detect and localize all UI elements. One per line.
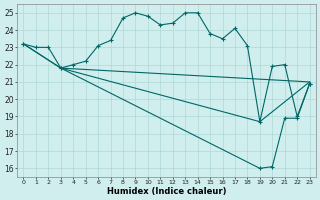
X-axis label: Humidex (Indice chaleur): Humidex (Indice chaleur) <box>107 187 226 196</box>
